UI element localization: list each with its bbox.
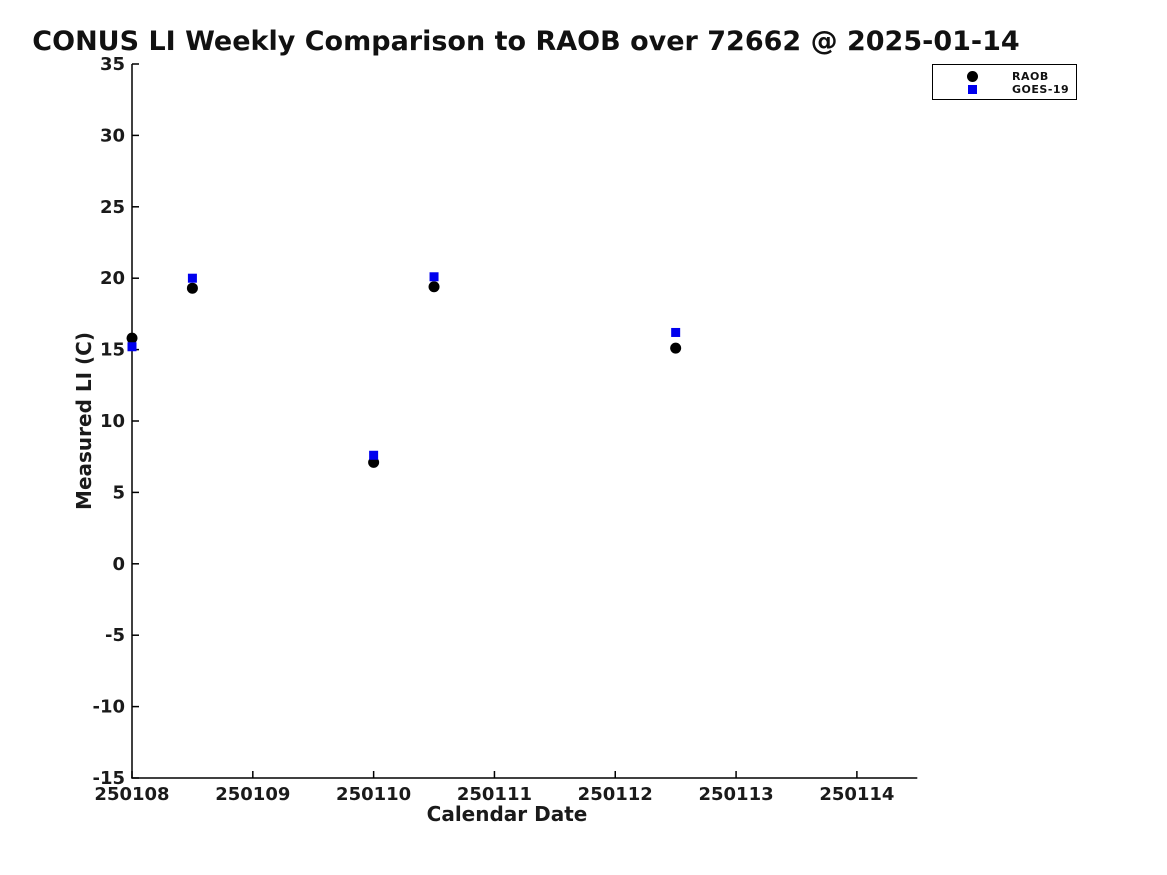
legend-label-raob: RAOB — [1012, 70, 1049, 83]
x-tick-label: 250111 — [457, 784, 532, 805]
goes-19-data-point — [127, 342, 137, 352]
goes-19-data-point — [369, 450, 379, 460]
legend-label-goes-19: GOES-19 — [1012, 83, 1070, 96]
y-tick-label: 20 — [100, 268, 125, 289]
x-tick-label: 250113 — [698, 784, 773, 805]
y-tick-label: -10 — [92, 697, 125, 718]
goes-19-square-marker-icon — [968, 85, 977, 94]
legend-marker-cell — [933, 85, 1012, 94]
x-tick-label: 250114 — [819, 784, 894, 805]
y-tick-label: 35 — [100, 54, 125, 75]
legend: RAOB GOES-19 — [932, 64, 1077, 100]
raob-data-point — [126, 332, 138, 344]
x-tick-label: 250112 — [578, 784, 653, 805]
y-tick-label: 10 — [100, 411, 125, 432]
y-tick-label: 0 — [112, 554, 125, 575]
y-tick-label: -15 — [92, 768, 125, 789]
x-tick-label: 250109 — [215, 784, 290, 805]
chart-title: CONUS LI Weekly Comparison to RAOB over … — [32, 26, 1020, 57]
x-tick-label: 250108 — [94, 784, 169, 805]
goes-19-data-point — [671, 327, 681, 337]
raob-circle-marker-icon — [967, 71, 978, 82]
raob-data-point — [186, 282, 198, 294]
raob-data-point — [670, 342, 682, 354]
y-tick-label: 25 — [100, 197, 125, 218]
x-tick-label: 250110 — [336, 784, 411, 805]
y-tick-label: -5 — [105, 625, 125, 646]
goes-19-data-point — [429, 272, 439, 282]
legend-marker-cell — [933, 71, 1012, 82]
x-axis-title: Calendar Date — [426, 802, 588, 826]
legend-item-goes-19: GOES-19 — [933, 83, 1076, 96]
y-tick-label: 30 — [100, 125, 125, 146]
raob-data-point — [428, 281, 440, 293]
goes-19-data-point — [187, 273, 197, 283]
y-tick-label: 5 — [112, 482, 125, 503]
y-tick-label: 15 — [100, 340, 125, 361]
legend-item-raob: RAOB — [933, 70, 1076, 83]
y-axis-title: Measured LI (C) — [72, 332, 96, 510]
